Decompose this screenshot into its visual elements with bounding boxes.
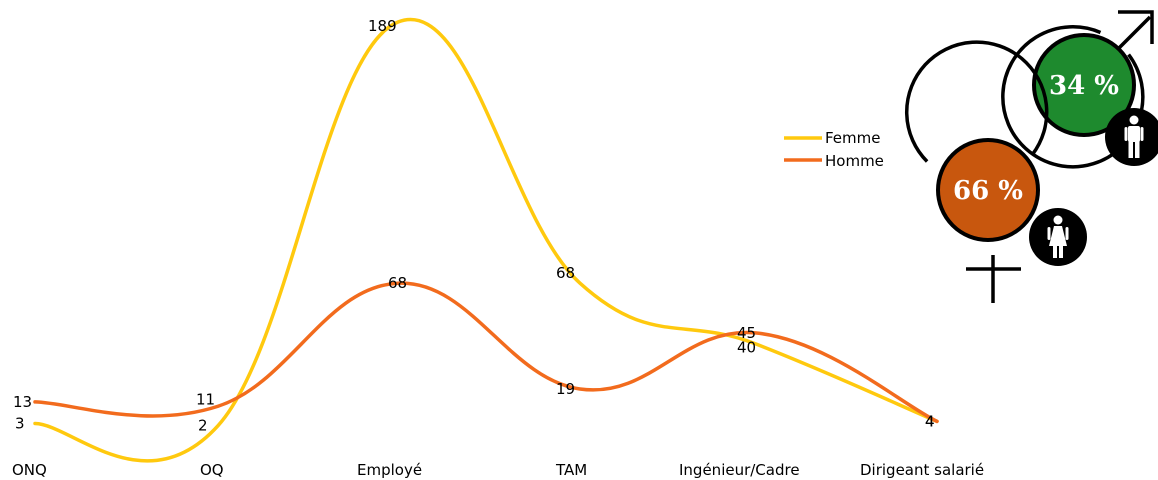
- legend: Femme Homme: [784, 129, 884, 170]
- legend-label-femme: Femme: [825, 129, 881, 147]
- data-label-homme-2: 68: [388, 274, 407, 292]
- category-label-4: Ingénieur/Cadre: [679, 461, 800, 479]
- chart-lines: [33, 17, 939, 463]
- data-label-femme-0: 3: [15, 415, 25, 433]
- data-label-homme-0: 13: [13, 393, 32, 411]
- data-label-femme-1: 2: [198, 417, 208, 435]
- data-label-homme-1: 11: [196, 390, 215, 408]
- data-label-homme-5: 4: [925, 412, 935, 430]
- homme-percent: 34 %: [1049, 71, 1119, 101]
- category-label-1: OQ: [200, 461, 224, 479]
- x-axis-labels: ONQ OQ Employé TAM Ingénieur/Cadre Dirigeant …: [12, 461, 984, 479]
- man-icon: [1105, 108, 1158, 166]
- data-label-femme-2: 189: [368, 17, 397, 35]
- category-label-5: Dirigeant salarié: [860, 461, 984, 479]
- woman-icon: [1029, 208, 1087, 266]
- series-line-homme: [33, 281, 939, 424]
- category-label-2: Employé: [357, 461, 422, 479]
- data-label-femme-3: 68: [556, 264, 575, 282]
- data-label-femme-5: 4: [925, 412, 935, 430]
- femme-percent-circle: [936, 138, 1040, 242]
- gender-infographic: 34 % 66 %: [904, 10, 1158, 303]
- homme-percent-circle: [1032, 33, 1136, 137]
- femme-percent: 66 %: [953, 176, 1023, 206]
- legend-label-homme: Homme: [825, 152, 884, 170]
- data-label-homme-4: 45: [737, 324, 756, 342]
- category-label-0: ONQ: [12, 461, 47, 479]
- category-label-3: TAM: [555, 461, 587, 479]
- venus-symbol-icon: [904, 40, 1049, 303]
- data-label-homme-3: 19: [556, 380, 575, 398]
- data-label-femme-4: 40: [737, 339, 756, 357]
- series-line-femme: [33, 17, 939, 463]
